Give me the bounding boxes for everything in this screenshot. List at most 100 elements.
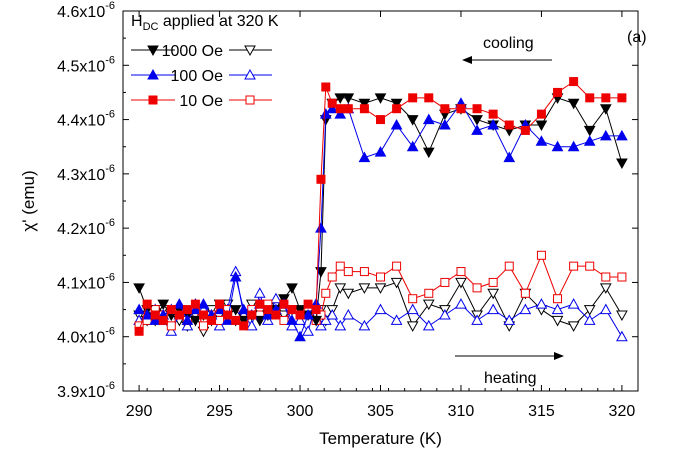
data-point: [535, 120, 548, 132]
data-point: [536, 250, 546, 260]
data-point: [334, 93, 347, 104]
data-point: [213, 319, 226, 331]
data-point: [287, 305, 297, 315]
series-layer: [133, 77, 628, 342]
data-point: [440, 104, 450, 114]
data-point: [358, 98, 371, 110]
data-point: [133, 303, 145, 315]
data-point: [374, 283, 387, 294]
x-tick-label: 310: [448, 403, 475, 420]
data-point: [487, 303, 500, 315]
data-point: [342, 93, 355, 104]
legend-marker-cooling: [147, 45, 159, 57]
data-point: [294, 330, 306, 342]
data-point: [601, 93, 611, 103]
data-point: [551, 315, 564, 327]
data-point: [422, 299, 435, 311]
data-point: [553, 294, 563, 304]
data-point: [535, 298, 548, 309]
data-point: [326, 308, 339, 320]
data-point: [551, 303, 564, 315]
cooling-label: cooling: [483, 35, 534, 52]
data-point: [408, 294, 418, 304]
data-point: [315, 319, 327, 331]
legend-marker-cooling: [148, 95, 158, 105]
data-point: [536, 109, 546, 119]
data-point: [503, 314, 516, 325]
data-point: [617, 272, 627, 282]
legend-entry: 10 Oe: [131, 93, 272, 110]
data-point: [255, 299, 265, 309]
data-point: [334, 108, 347, 119]
data-point: [599, 303, 612, 315]
x-tick-label: 290: [126, 403, 153, 420]
data-point: [583, 314, 596, 325]
data-point: [261, 308, 274, 320]
data-point: [455, 298, 467, 309]
data-point: [567, 140, 580, 152]
data-point: [278, 310, 290, 322]
data-point: [343, 104, 353, 114]
data-point: [319, 314, 332, 325]
data-point: [142, 299, 152, 309]
cooling-arrowhead: [462, 56, 472, 64]
data-point: [279, 299, 289, 309]
data-point: [456, 104, 466, 114]
data-point: [215, 315, 225, 325]
data-point: [583, 135, 596, 146]
data-point: [471, 124, 483, 135]
data-point: [406, 140, 419, 152]
data-point: [374, 146, 387, 157]
data-point: [583, 125, 596, 137]
data-point: [376, 115, 385, 125]
data-point: [390, 314, 403, 325]
data-point: [321, 82, 331, 92]
data-point: [503, 151, 516, 163]
panel-label: (a): [627, 29, 647, 46]
data-point: [303, 299, 313, 309]
data-point: [439, 118, 451, 130]
data-point: [504, 120, 514, 130]
data-point: [359, 104, 369, 114]
data-point: [374, 303, 387, 315]
data-point: [319, 108, 332, 119]
y-tick-label: 4.3x10-6: [57, 163, 115, 184]
data-point: [229, 270, 242, 282]
legend-title-rest: applied at 320 K: [158, 13, 278, 30]
y-tick-label: 4.6x10-6: [57, 0, 115, 21]
data-point: [422, 113, 435, 125]
annotations: (a) cooling heating: [455, 29, 647, 387]
data-point: [295, 310, 305, 320]
data-point: [321, 288, 331, 298]
data-point: [343, 267, 353, 277]
data-point: [279, 315, 289, 325]
legend-label: 100 Oe: [171, 68, 224, 85]
data-point: [599, 283, 612, 294]
data-point: [294, 314, 306, 325]
data-point: [173, 298, 186, 309]
legend-title: HDC applied at 320 K: [131, 13, 279, 33]
heating-arrowhead: [554, 352, 564, 360]
data-point: [440, 277, 450, 287]
data-point: [406, 115, 419, 126]
legend-label: 10 Oe: [179, 93, 223, 110]
data-point: [583, 305, 596, 316]
data-point: [181, 314, 194, 325]
legend-label: 1000 Oe: [162, 43, 223, 60]
data-point: [488, 109, 498, 119]
data-point: [316, 174, 326, 184]
data-point: [181, 319, 194, 331]
data-point: [392, 104, 402, 114]
data-point: [390, 118, 403, 130]
legend-marker-heating: [245, 95, 255, 105]
data-point: [342, 308, 355, 320]
data-point: [150, 310, 160, 320]
data-point: [617, 93, 627, 103]
data-point: [286, 314, 298, 325]
data-point: [422, 319, 435, 331]
x-tick-label: 295: [206, 403, 233, 420]
legend: HDC applied at 320 K 1000 Oe 100 Oe 10 Oe: [131, 13, 279, 110]
data-point: [553, 87, 563, 97]
data-point: [166, 321, 176, 331]
data-point: [567, 321, 580, 332]
